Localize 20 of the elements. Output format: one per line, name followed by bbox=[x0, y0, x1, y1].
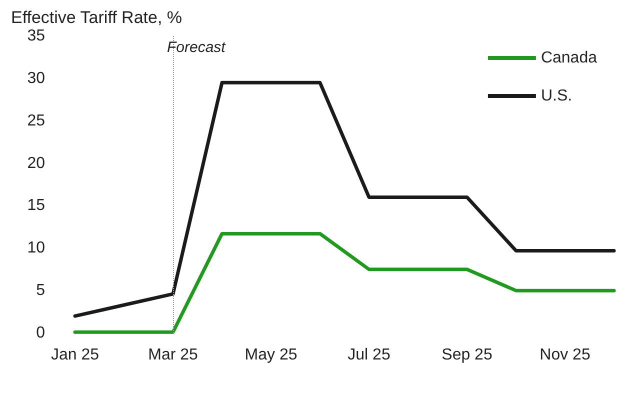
legend-label: Canada bbox=[540, 50, 598, 66]
y-tick-label: 30 bbox=[27, 70, 46, 87]
y-tick-label: 20 bbox=[27, 154, 46, 172]
y-tick-label: 10 bbox=[27, 240, 46, 257]
y-tick-label: 15 bbox=[27, 197, 46, 214]
y-tick-label: 35 bbox=[27, 28, 46, 44]
x-tick-label: Mar 25 bbox=[148, 346, 198, 364]
y-tick-label: 5 bbox=[36, 282, 46, 300]
line-series bbox=[73, 80, 616, 318]
x-tick-label: May 25 bbox=[244, 346, 298, 364]
chart-title: Effective Tariff Rate, % bbox=[11, 8, 182, 27]
y-tick-label: 25 bbox=[27, 112, 46, 130]
x-tick-label: Sep 25 bbox=[442, 346, 492, 364]
y-tick-label: 0 bbox=[36, 324, 46, 342]
ref-line-label: Forecast bbox=[167, 39, 226, 56]
x-tick-label: Nov 25 bbox=[540, 346, 590, 364]
legend-label: U.S. bbox=[540, 88, 572, 104]
x-tick-label: Jan 25 bbox=[50, 346, 100, 364]
x-tick-label: Jul 25 bbox=[348, 346, 390, 364]
line-series bbox=[73, 232, 616, 334]
